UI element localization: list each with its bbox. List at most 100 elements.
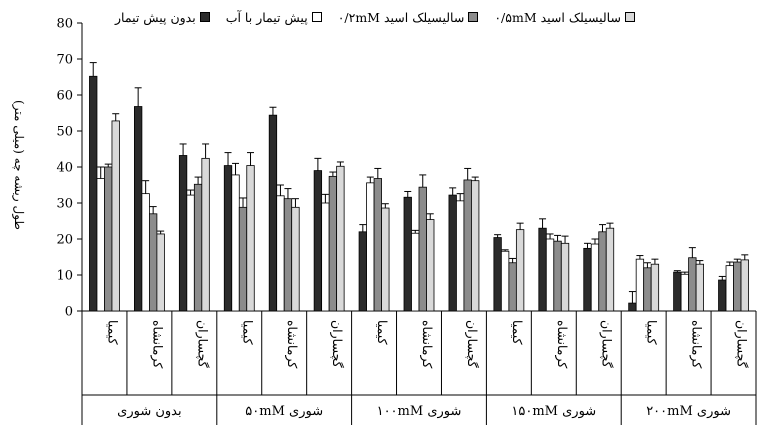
bar	[156, 233, 165, 312]
legend: بدون پیش تیمار پیش تیمار با آب سالیسیلک …	[115, 7, 755, 27]
bar	[643, 267, 652, 312]
bar	[493, 237, 502, 312]
bar	[463, 179, 472, 312]
y-tick-label: 30	[56, 197, 73, 212]
category-label: کیمیا	[645, 320, 660, 346]
bar	[426, 219, 435, 312]
bar	[178, 155, 188, 312]
legend-item-no-pretreatment: بدون پیش تیمار	[115, 7, 210, 27]
bar	[725, 265, 734, 312]
category-label: گچساران	[194, 320, 210, 369]
bar	[328, 175, 338, 312]
legend-label-sa-02: سالیسیلک اسید ۰/۲mM	[337, 9, 465, 25]
bar	[456, 200, 465, 312]
category-label: گچساران	[599, 320, 615, 369]
bar	[104, 166, 113, 312]
bar	[186, 194, 195, 312]
category-label: کیمیا	[240, 320, 255, 346]
bar	[628, 302, 637, 312]
bar	[553, 240, 562, 312]
bar	[403, 196, 412, 312]
bar	[598, 231, 607, 312]
legend-item-sa-05: سالیسیلک اسید ۰/۵mM	[494, 7, 635, 27]
bar	[373, 178, 382, 312]
category-label: کرمانشاه	[284, 320, 300, 369]
bar	[733, 261, 742, 312]
y-tick-label: 50	[56, 125, 73, 140]
legend-swatch-sa-02	[468, 12, 479, 22]
bar	[148, 213, 158, 312]
bar	[111, 120, 120, 312]
category-label: کیمیا	[375, 320, 390, 346]
bar	[590, 243, 600, 312]
y-tick-label: 10	[56, 269, 73, 284]
category-label: گچساران	[329, 320, 345, 369]
group-label: بدون شوری	[117, 404, 181, 419]
bar	[313, 170, 323, 312]
legend-item-sa-02: سالیسیلک اسید ۰/۲mM	[338, 7, 479, 27]
bar	[336, 165, 345, 312]
bar	[283, 198, 293, 312]
group-label: شوری ۲۰۰mM	[646, 404, 731, 419]
bar	[650, 263, 660, 312]
y-tick-label: 40	[56, 161, 73, 176]
category-label: گچساران	[734, 320, 750, 369]
y-tick-label: 0	[65, 305, 73, 320]
category-label: کرمانشاه	[419, 320, 435, 369]
bar	[366, 182, 375, 312]
y-tick-label: 80	[56, 17, 73, 32]
group-label: شوری ۱۰۰mM	[377, 404, 462, 419]
bar	[635, 258, 645, 312]
category-label: کرمانشاه	[554, 320, 570, 369]
y-tick-label: 20	[56, 233, 73, 248]
bar	[515, 229, 525, 312]
bar	[545, 238, 555, 312]
bar	[141, 193, 150, 312]
group-label: شوری ۵۰mM	[245, 404, 323, 419]
bar	[583, 247, 592, 312]
y-tick-label: 70	[56, 53, 73, 68]
bar	[411, 232, 420, 312]
legend-label-sa-05: سالیسیلک اسید ۰/۵mM	[494, 9, 621, 25]
bar	[500, 250, 510, 312]
bar	[680, 273, 689, 312]
category-label: کیمیا	[510, 320, 525, 346]
bar	[688, 257, 697, 312]
bar	[193, 183, 203, 312]
bar	[223, 165, 233, 312]
bar	[538, 227, 547, 312]
bar	[358, 231, 367, 312]
legend-label-water: پیش تیمار با آب	[225, 9, 308, 25]
bar	[448, 194, 457, 312]
y-tick-label: 60	[56, 89, 73, 104]
bar	[740, 259, 749, 312]
bar	[201, 157, 210, 312]
bar	[321, 202, 330, 312]
bar	[238, 206, 248, 312]
legend-item-water: پیش تیمار با آب	[226, 7, 322, 27]
bar	[276, 195, 285, 312]
category-label: گچساران	[464, 320, 480, 369]
bar	[471, 180, 480, 312]
legend-label-no-pretreatment: بدون پیش تیمار	[115, 9, 196, 25]
category-label: کیمیا	[105, 320, 120, 346]
category-label: کرمانشاه	[689, 320, 705, 369]
bar	[718, 279, 727, 312]
bar	[508, 262, 517, 312]
bar	[231, 174, 240, 312]
bar	[673, 271, 682, 312]
bar	[133, 106, 143, 312]
bar	[291, 206, 300, 312]
group-label: شوری ۱۵۰mM	[511, 404, 596, 419]
bar	[605, 227, 615, 312]
category-label: کرمانشاه	[149, 320, 165, 369]
legend-swatch-water	[311, 12, 322, 22]
bar	[96, 178, 105, 312]
bar	[246, 165, 255, 312]
legend-swatch-sa-05	[624, 12, 635, 22]
bar	[268, 114, 278, 312]
bar	[89, 75, 98, 312]
bar	[560, 242, 570, 312]
bar	[381, 207, 390, 312]
